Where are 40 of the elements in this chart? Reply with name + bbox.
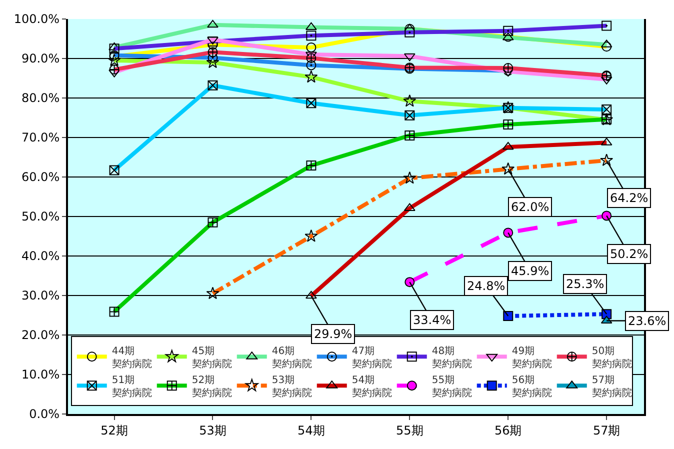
data-label: 50.2% <box>610 247 648 261</box>
legend-label: 56期契約病院 <box>512 374 552 399</box>
legend-label: 55期契約病院 <box>432 374 472 399</box>
x-tick-label: 57期 <box>592 423 620 438</box>
legend-label: 44期契約病院 <box>112 345 152 370</box>
data-label: 23.6% <box>628 314 666 328</box>
legend-label: 45期契約病院 <box>192 345 232 370</box>
y-tick-label: 10.0% <box>21 368 60 382</box>
y-tick-label: 60.0% <box>21 170 60 184</box>
y-tick-label: 20.0% <box>21 328 60 342</box>
data-label: 24.8% <box>467 279 506 293</box>
legend-label: 47期契約病院 <box>352 345 392 370</box>
y-tick-label: 90.0% <box>21 52 60 66</box>
x-tick-label: 56期 <box>494 423 522 438</box>
legend-label: 46期契約病院 <box>272 345 312 370</box>
data-label: 62.0% <box>511 200 550 214</box>
y-tick-label: 80.0% <box>21 91 60 106</box>
legend-label: 51期契約病院 <box>112 374 152 399</box>
data-label: 64.2% <box>610 191 648 205</box>
data-label: 45.9% <box>511 264 550 278</box>
y-tick-label: 70.0% <box>21 130 60 145</box>
data-label: 25.3% <box>566 277 604 291</box>
y-tick-label: 40.0% <box>21 249 60 264</box>
legend-label: 49期契約病院 <box>512 345 552 370</box>
legend-label: 53期契約病院 <box>272 374 312 399</box>
y-tick-label: 0.0% <box>29 407 60 422</box>
legend-label: 50期契約病院 <box>592 345 632 370</box>
legend-label: 57期契約病院 <box>592 374 632 399</box>
data-label: 29.9% <box>314 327 352 341</box>
x-tick-label: 52期 <box>100 423 128 438</box>
legend-label: 52期契約病院 <box>192 374 232 399</box>
legend-label: 48期契約病院 <box>432 345 472 370</box>
y-tick-label: 100.0% <box>14 12 60 26</box>
x-tick-label: 54期 <box>298 423 325 438</box>
x-tick-label: 55期 <box>396 423 424 438</box>
data-label: 33.4% <box>413 313 452 327</box>
y-tick-label: 50.0% <box>21 210 60 224</box>
y-tick-label: 30.0% <box>21 288 60 303</box>
legend-label: 54期契約病院 <box>352 374 392 399</box>
x-tick-label: 53期 <box>199 423 226 438</box>
